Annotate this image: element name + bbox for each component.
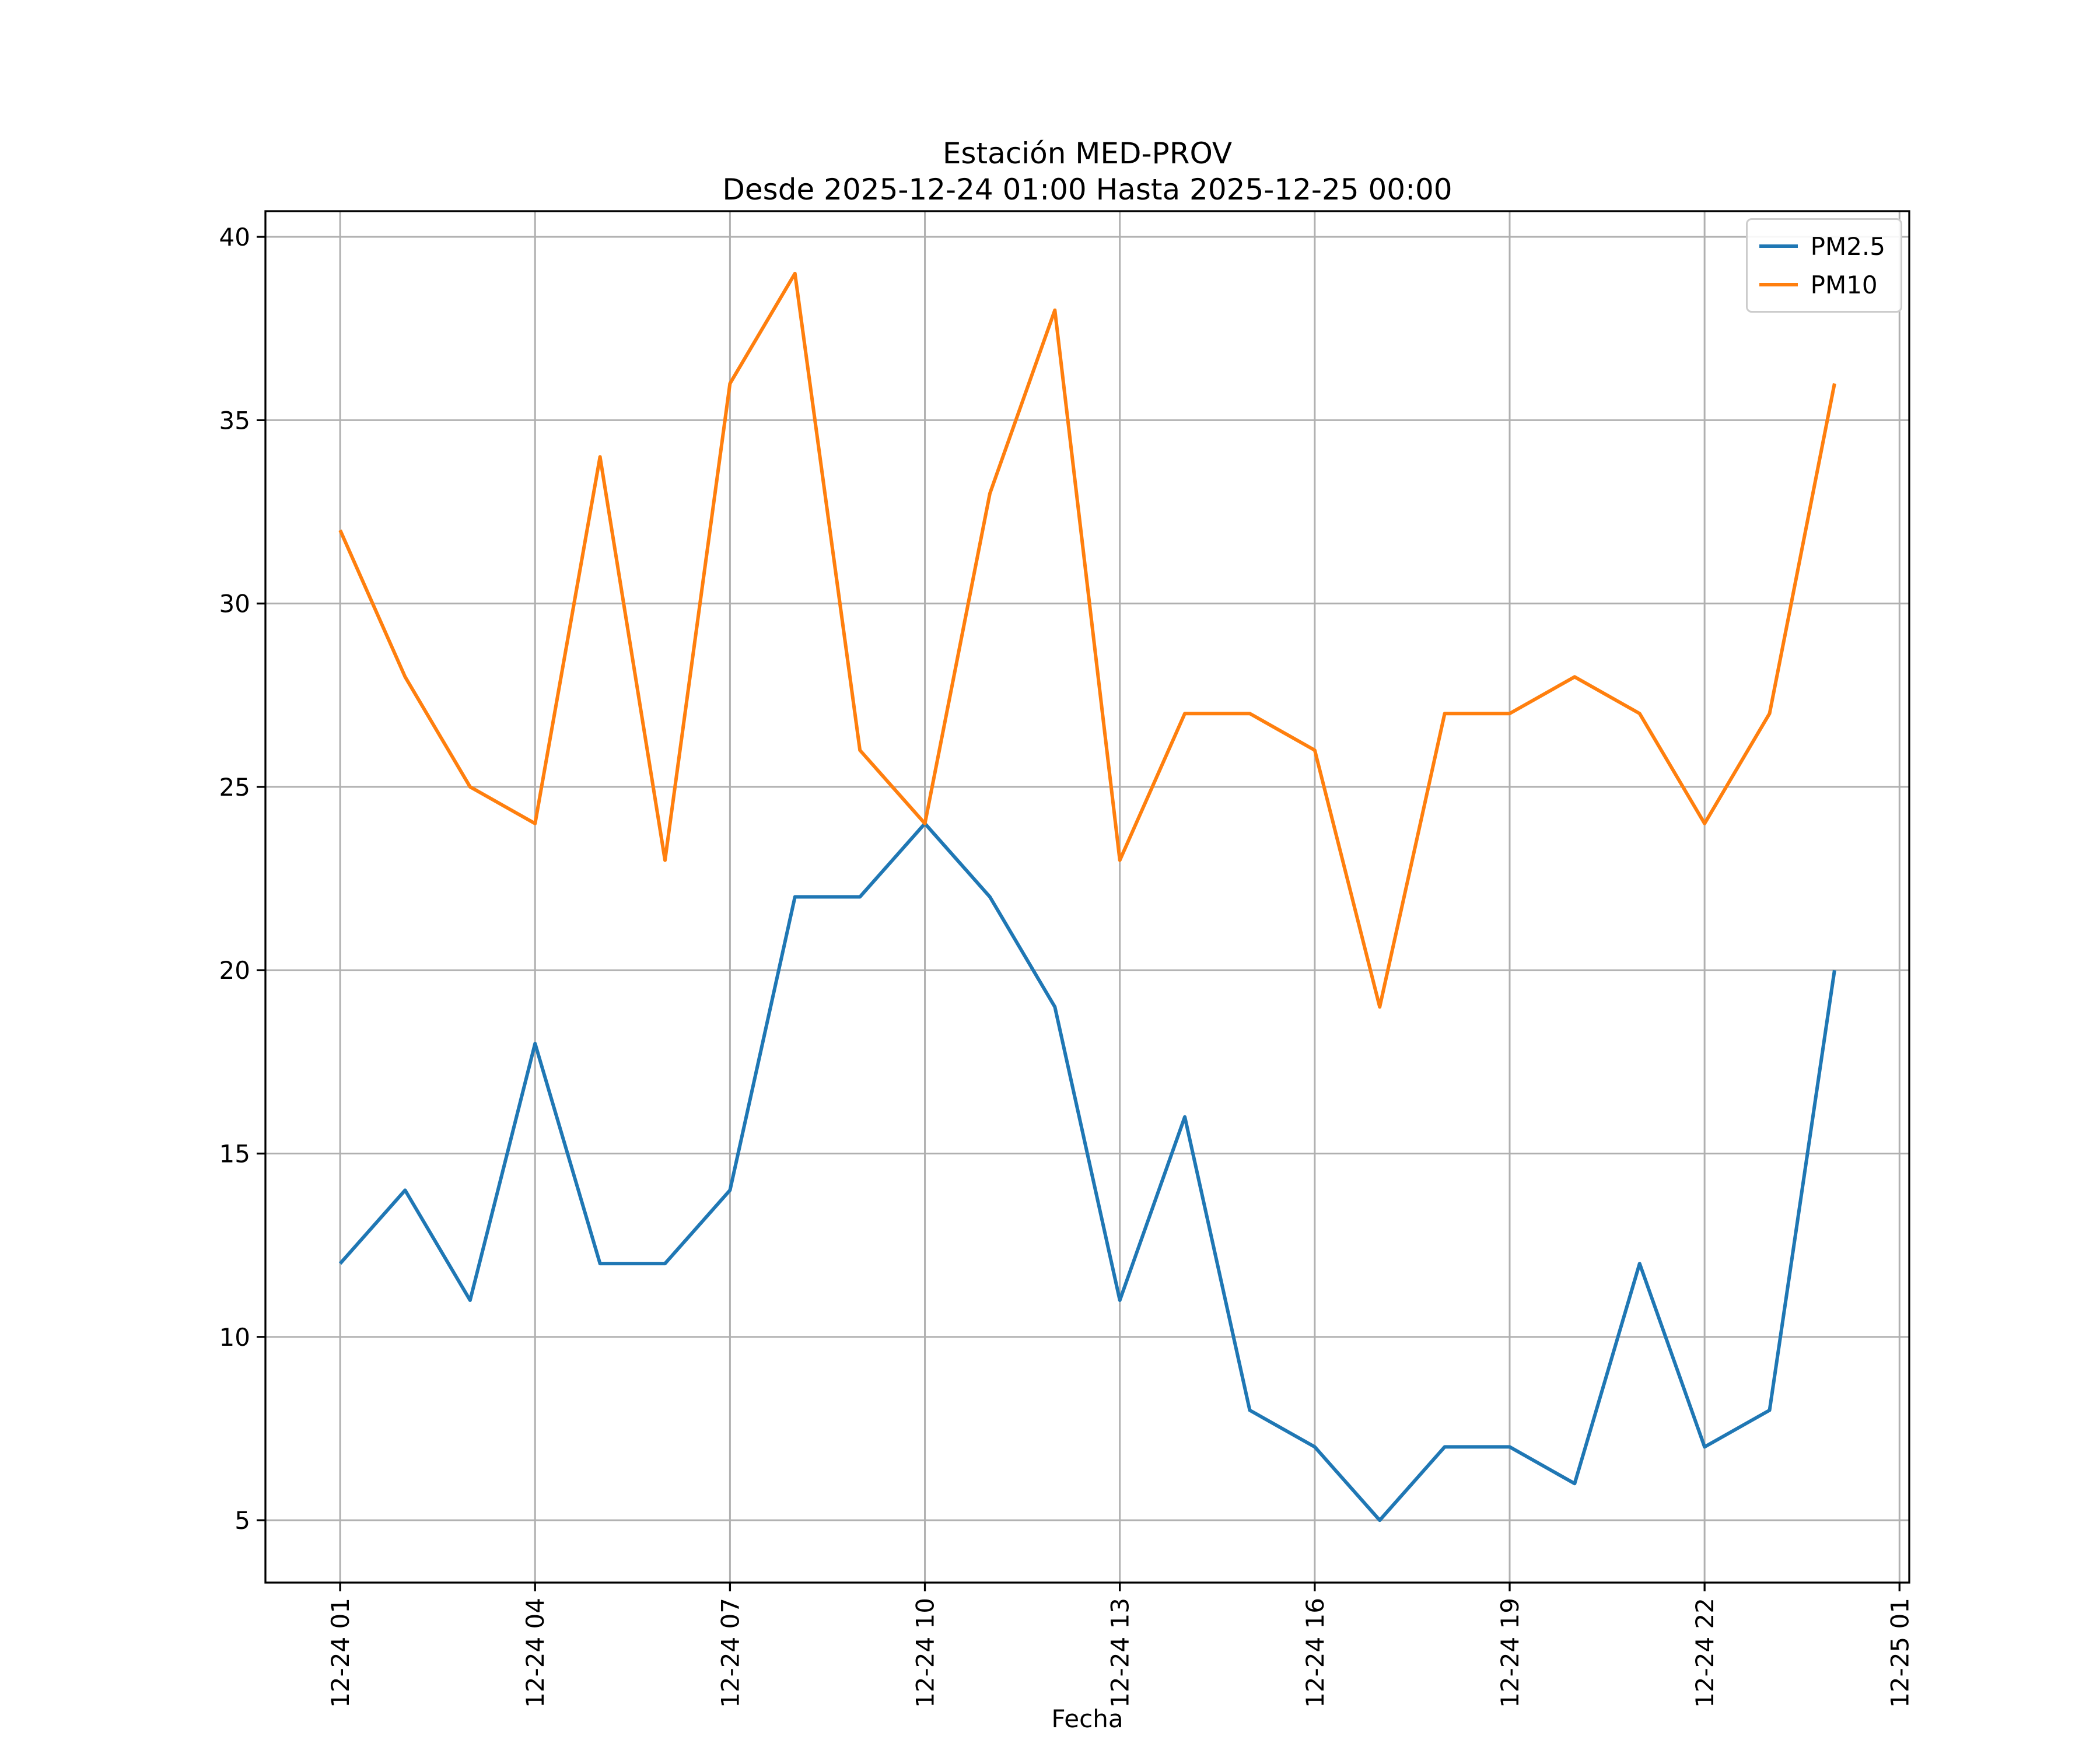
x-tick-label: 12-24 01 <box>326 1598 355 1708</box>
pm10-line-swatch <box>1759 283 1798 286</box>
y-tick-label: 15 <box>219 1140 250 1168</box>
series-line-pm25 <box>338 821 1836 1522</box>
x-tick-label: 12-24 04 <box>521 1598 550 1708</box>
x-tick-label: 12-25 01 <box>1885 1598 1914 1708</box>
legend-label-pm10: PM10 <box>1810 270 1878 299</box>
x-axis-label: Fecha <box>1051 1704 1124 1733</box>
legend-label-pm25: PM2.5 <box>1810 232 1885 261</box>
pm25-line-swatch <box>1759 244 1798 248</box>
y-tick-label: 25 <box>219 773 250 802</box>
y-tick-label: 10 <box>219 1323 250 1352</box>
x-tick-label: 12-24 16 <box>1301 1598 1329 1708</box>
legend-entry-pm10: PM10 <box>1759 265 1885 304</box>
y-tick-label: 20 <box>219 956 250 985</box>
x-tick-label: 12-24 19 <box>1496 1598 1524 1708</box>
y-tick-label: 40 <box>219 223 250 251</box>
x-tick-label: 12-24 22 <box>1690 1598 1719 1708</box>
x-tick-label: 12-24 07 <box>716 1598 744 1708</box>
y-tick-label: 5 <box>235 1506 250 1535</box>
x-tick-label: 12-24 10 <box>911 1598 940 1708</box>
series-line-pm10 <box>338 271 1836 1009</box>
chart-subtitle: Desde 2025-12-24 01:00 Hasta 2025-12-25 … <box>722 173 1452 206</box>
y-tick-label: 30 <box>219 590 250 618</box>
chart-title: Estación MED-PROV <box>942 136 1233 170</box>
legend: PM2.5 PM10 <box>1745 218 1902 313</box>
x-tick-label: 12-24 13 <box>1106 1598 1135 1708</box>
legend-entry-pm25: PM2.5 <box>1759 227 1885 265</box>
y-tick-label: 35 <box>219 406 250 435</box>
chart-title-block: Estación MED-PROV Desde 2025-12-24 01:00… <box>265 135 1909 208</box>
